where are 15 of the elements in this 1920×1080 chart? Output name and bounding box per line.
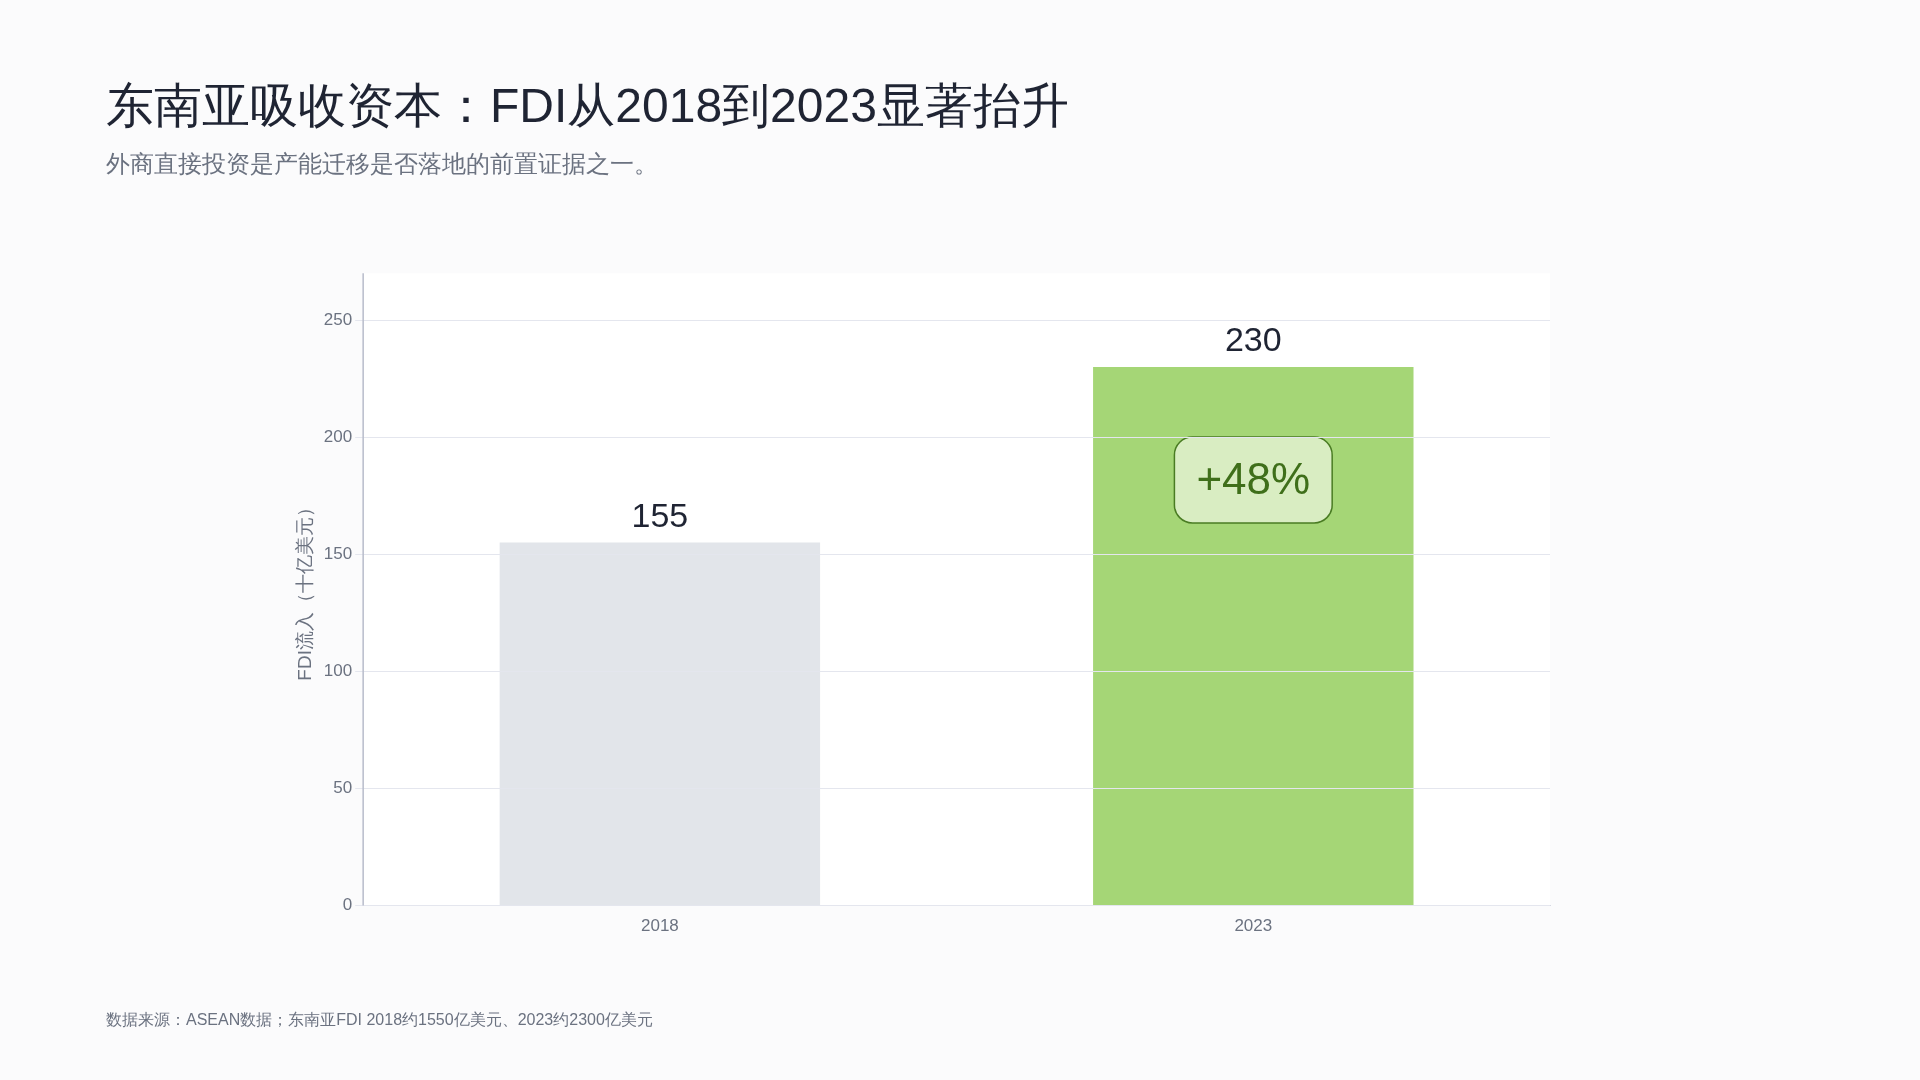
y-tick-label: 100 [323,661,353,681]
y-tick-label: 150 [323,543,353,563]
x-tick-label: 2023 [1234,916,1273,936]
chart-subtitle: 外商直接投资是产能迁移是否落地的前置证据之一。 [106,149,658,179]
y-axis-title: FDI流入（十亿美元） [293,498,315,681]
data-label: 230 [1224,320,1282,359]
y-tick-label: 250 [323,309,353,329]
annotation: +48% [1196,454,1311,504]
data-label: 155 [631,495,689,534]
y-tick-label: 50 [333,778,353,798]
y-tick-label: 200 [323,426,353,446]
chart-title: 东南亚吸收资本：FDI从2018到2023显著抬升 [106,78,1069,134]
y-tick-label: 0 [342,895,353,915]
source-note: 数据来源：ASEAN数据；东南亚FDI 2018约1550亿美元、2023约2300亿美元 [106,1010,653,1030]
x-tick-label: 2018 [640,916,679,936]
